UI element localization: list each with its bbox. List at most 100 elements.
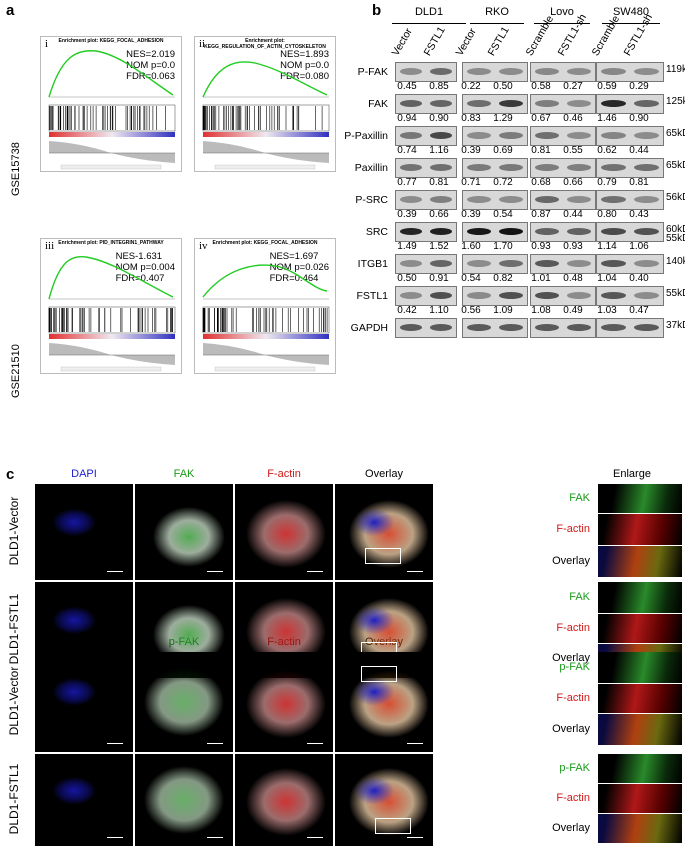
lane-label: Scramble <box>589 13 623 58</box>
enlarged-micrograph <box>598 582 682 614</box>
gsea-title: Enrichment plot: KEGG_FOCAL_ADHESION <box>212 240 318 246</box>
band-quantification: 0.43 <box>629 209 649 220</box>
rank-bar <box>49 334 175 339</box>
protein-label: FAK <box>368 98 388 110</box>
scale-bar <box>407 571 423 572</box>
protein-band <box>400 196 422 203</box>
band-quantification: 0.90 <box>629 113 649 124</box>
micrograph <box>35 652 133 752</box>
protein-band <box>499 324 523 331</box>
gsea-stat-line: NOM p=0.004 <box>115 262 175 273</box>
gsea-title: Enrichment plot: KEGG_REGULATION_OF_ACTI… <box>204 38 326 50</box>
zoom-region-box <box>375 818 411 834</box>
micrograph <box>135 754 233 846</box>
blot-strip <box>462 158 528 178</box>
ranked-metric <box>203 141 329 163</box>
blot-strip <box>596 62 664 82</box>
band-quantification: 0.93 <box>563 241 583 252</box>
protein-band <box>601 68 626 75</box>
blot-strip <box>530 254 596 274</box>
protein-band <box>601 292 626 299</box>
protein-band <box>535 132 559 139</box>
protein-band <box>535 228 559 235</box>
blot-strip <box>530 318 596 338</box>
cell-line-underline <box>602 23 660 24</box>
scale-bar <box>307 571 323 572</box>
micrograph <box>135 484 233 580</box>
enlarge-channel-label: p-FAK <box>559 661 590 673</box>
band-quantification: 0.50 <box>397 273 417 284</box>
blot-strip <box>395 318 457 338</box>
protein-band <box>400 100 422 107</box>
blot-strip <box>462 254 528 274</box>
band-quantification: 0.49 <box>563 305 583 316</box>
band-quantification: 0.81 <box>629 177 649 188</box>
band-quantification: 1.01 <box>531 273 551 284</box>
enlarged-micrograph <box>598 784 682 814</box>
enlarged-micrograph <box>598 714 682 746</box>
band-quantification: 0.47 <box>629 305 649 316</box>
dataset-label: GSE15738 <box>10 142 22 196</box>
rank-bar <box>203 132 329 137</box>
band-quantification: 0.69 <box>493 145 513 156</box>
protein-band <box>467 196 491 203</box>
micrograph <box>135 652 233 752</box>
enlarge-channel-label: Overlay <box>552 822 590 834</box>
protein-band <box>499 196 523 203</box>
blot-strip <box>462 126 528 146</box>
panel-letter-a: a <box>6 2 15 19</box>
gsea-stats: NES-1.631 NOM p=0.004 FDR=0.407 <box>116 251 175 284</box>
gsea-roman-label: iv <box>199 240 208 252</box>
protein-band <box>535 68 559 75</box>
ranked-metric <box>49 141 175 163</box>
protein-band <box>535 292 559 299</box>
protein-band <box>400 132 422 139</box>
band-quantification: 0.67 <box>531 113 551 124</box>
protein-band <box>430 324 452 331</box>
blot-strip <box>596 158 664 178</box>
protein-band <box>499 260 523 267</box>
band-quantification: 0.42 <box>397 305 417 316</box>
band-quantification: 0.22 <box>461 81 481 92</box>
cell-line-underline <box>392 23 466 24</box>
cell-line-label: SW480 <box>612 6 650 18</box>
enlarge-channel-label: Overlay <box>552 723 590 735</box>
blot-strip <box>462 94 528 114</box>
band-quantification: 1.52 <box>429 241 449 252</box>
lane-label: Scramble <box>523 13 557 58</box>
gsea-roman-label: iii <box>45 240 55 252</box>
gsea-stat-line: NES=2.019 <box>126 49 175 60</box>
blot-strip <box>462 62 528 82</box>
band-quantification: 1.16 <box>429 145 449 156</box>
blot-strip <box>530 62 596 82</box>
gsea-stats: NES=2.019 NOM p=0.0 FDR=0.063 <box>126 49 175 82</box>
gsea-stat-line: NES=1.697 <box>269 251 319 262</box>
enlarged-micrograph <box>598 754 682 784</box>
band-quantification: 1.29 <box>493 113 513 124</box>
gsea-stat-line: FDR=0.080 <box>280 71 329 82</box>
enlarge-channel-label: FAK <box>569 591 590 603</box>
blot-strip <box>395 222 457 242</box>
sample-row-label: DLD1-Vector <box>7 666 21 736</box>
band-quantification: 0.81 <box>429 177 449 188</box>
channel-label: F-actin <box>267 468 301 480</box>
rank-bar <box>49 132 175 137</box>
gsea-plot: Enrichment plot: PID_INTEGRIN1_PATHWAY ii… <box>40 238 182 374</box>
micrograph <box>35 754 133 846</box>
band-quantification: 1.08 <box>531 305 551 316</box>
scale-bar <box>307 743 323 744</box>
blot-strip <box>530 94 596 114</box>
cell-line-underline <box>534 23 590 24</box>
band-quantification: 0.39 <box>397 209 417 220</box>
blot-strip <box>596 286 664 306</box>
band-quantification: 0.74 <box>397 145 417 156</box>
enlarge-channel-label: Overlay <box>552 652 590 664</box>
micrograph <box>235 484 333 580</box>
band-quantification: 0.62 <box>597 145 617 156</box>
band-quantification: 0.27 <box>563 81 583 92</box>
band-quantification: 0.59 <box>597 81 617 92</box>
protein-band <box>467 260 491 267</box>
protein-band <box>400 324 422 331</box>
gsea-graphic <box>202 61 330 170</box>
